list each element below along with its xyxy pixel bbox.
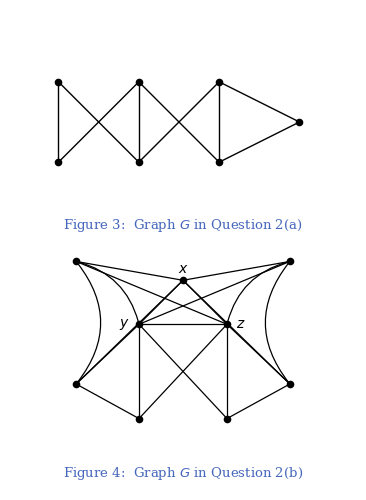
FancyArrowPatch shape: [79, 262, 138, 322]
Text: Figure 3:  Graph $G$ in Question 2(a): Figure 3: Graph $G$ in Question 2(a): [63, 218, 303, 234]
FancyArrowPatch shape: [228, 262, 287, 322]
Text: $y$: $y$: [119, 317, 130, 332]
Text: $z$: $z$: [236, 318, 246, 332]
FancyArrowPatch shape: [78, 264, 101, 382]
Text: Figure 4:  Graph $G$ in Question 2(b): Figure 4: Graph $G$ in Question 2(b): [63, 465, 303, 482]
FancyArrowPatch shape: [265, 264, 288, 382]
Text: $x$: $x$: [178, 262, 188, 276]
